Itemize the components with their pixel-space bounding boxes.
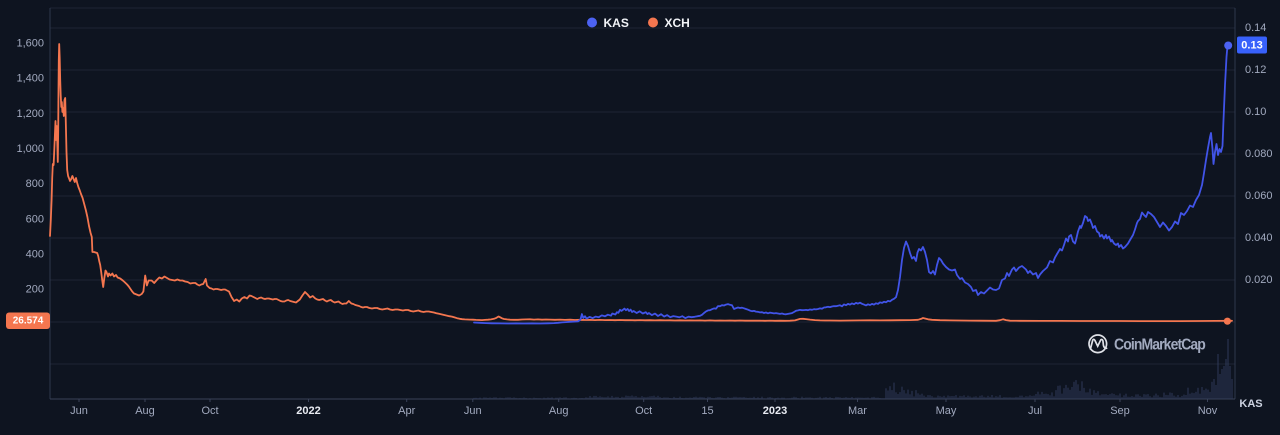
svg-text:CoinMarketCap: CoinMarketCap: [1114, 337, 1206, 354]
svg-text:May: May: [936, 405, 957, 417]
svg-text:KAS: KAS: [1239, 398, 1262, 410]
svg-text:800: 800: [26, 178, 44, 190]
svg-text:KAS: KAS: [604, 16, 629, 30]
svg-text:Jun: Jun: [464, 405, 482, 417]
svg-text:0.10: 0.10: [1245, 106, 1266, 118]
svg-text:200: 200: [26, 284, 44, 296]
svg-text:Apr: Apr: [398, 405, 415, 417]
svg-text:Sep: Sep: [1110, 405, 1130, 417]
svg-text:600: 600: [26, 213, 44, 225]
svg-text:0.060: 0.060: [1245, 190, 1273, 202]
svg-text:26.574: 26.574: [13, 316, 44, 327]
svg-text:2022: 2022: [296, 405, 320, 417]
svg-text:Mar: Mar: [848, 405, 867, 417]
svg-text:Oct: Oct: [635, 405, 652, 417]
svg-text:1,000: 1,000: [16, 143, 44, 155]
svg-text:0.080: 0.080: [1245, 148, 1273, 160]
svg-text:0.14: 0.14: [1245, 22, 1266, 34]
svg-text:0.040: 0.040: [1245, 232, 1273, 244]
svg-text:Jun: Jun: [70, 405, 88, 417]
svg-text:1,600: 1,600: [16, 38, 44, 50]
svg-text:400: 400: [26, 249, 44, 261]
svg-text:Aug: Aug: [549, 405, 569, 417]
svg-text:0.13: 0.13: [1241, 40, 1262, 52]
svg-text:0.12: 0.12: [1245, 64, 1266, 76]
svg-text:0.020: 0.020: [1245, 274, 1273, 286]
svg-text:XCH: XCH: [665, 16, 690, 30]
svg-text:Nov: Nov: [1198, 405, 1218, 417]
svg-text:Oct: Oct: [201, 405, 218, 417]
svg-text:1,200: 1,200: [16, 108, 44, 120]
svg-text:Jul: Jul: [1028, 405, 1042, 417]
svg-text:15: 15: [701, 405, 713, 417]
svg-text:2023: 2023: [763, 405, 787, 417]
svg-text:1,400: 1,400: [16, 73, 44, 85]
svg-text:Aug: Aug: [135, 405, 155, 417]
